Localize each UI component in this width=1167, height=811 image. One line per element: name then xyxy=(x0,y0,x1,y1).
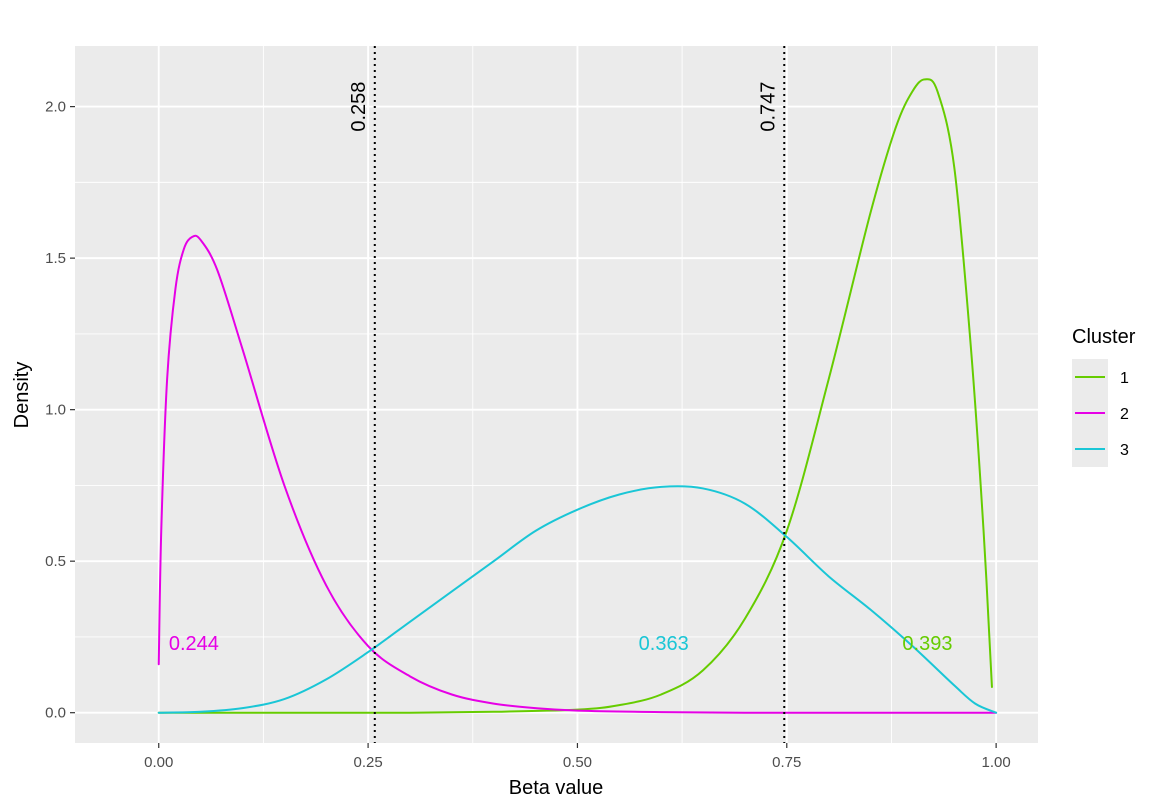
vline-label: 0.258 xyxy=(348,82,370,132)
y-tick-label: 0.0 xyxy=(45,705,66,722)
x-tick-label: 0.50 xyxy=(563,754,592,771)
legend-label-2: 2 xyxy=(1120,406,1129,423)
legend-title: Cluster xyxy=(1072,326,1136,348)
legend-label-1: 1 xyxy=(1120,370,1129,387)
legend: Cluster 1 2 3 xyxy=(1072,326,1136,467)
y-tick-label: 2.0 xyxy=(45,99,66,116)
series-label-2: 0.244 xyxy=(169,633,219,655)
series-label-1: 0.393 xyxy=(902,633,952,655)
grid-minor xyxy=(75,46,1038,743)
x-axis: 0.00 0.25 0.50 0.75 1.00 xyxy=(144,743,1011,771)
x-axis-title: Beta value xyxy=(509,777,604,799)
series-label-3: 0.363 xyxy=(639,633,689,655)
series-line-3 xyxy=(157,485,998,714)
y-tick-label: 1.5 xyxy=(45,250,66,267)
vline-label: 0.747 xyxy=(757,82,779,132)
plot-panel xyxy=(75,46,1038,743)
series-line-2 xyxy=(157,234,998,714)
x-tick-label: 0.25 xyxy=(353,754,382,771)
y-axis: 0.0 0.5 1.0 1.5 2.0 xyxy=(45,99,75,722)
series-label-layer: 0.393 0.244 0.363 xyxy=(169,633,953,655)
y-tick-label: 0.5 xyxy=(45,553,66,570)
series-line-1 xyxy=(157,78,993,714)
x-tick-label: 0.00 xyxy=(144,754,173,771)
series-layer xyxy=(157,78,998,714)
vline-layer: 0.258 0.747 xyxy=(348,46,786,743)
x-tick-label: 1.00 xyxy=(982,754,1011,771)
x-tick-label: 0.75 xyxy=(772,754,801,771)
legend-label-3: 3 xyxy=(1120,442,1129,459)
y-tick-label: 1.0 xyxy=(45,402,66,419)
y-axis-title: Density xyxy=(11,362,33,429)
